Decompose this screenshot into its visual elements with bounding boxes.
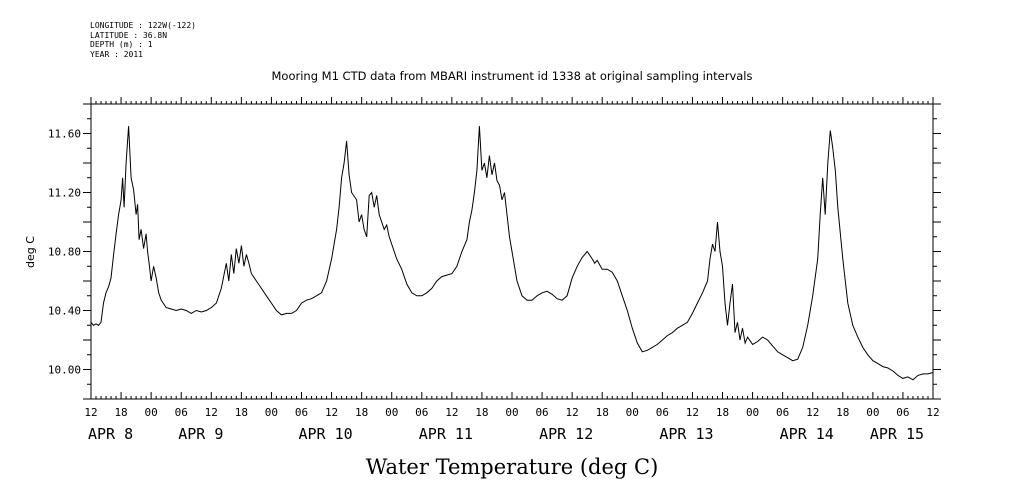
date-label: APR 11: [419, 425, 473, 443]
x-tick-label: 06: [656, 406, 669, 419]
depth-text: DEPTH (m) : 1: [90, 40, 153, 49]
y-tick-label: 11.20: [48, 187, 81, 200]
x-tick-label: 00: [385, 406, 398, 419]
date-label: APR 12: [539, 425, 593, 443]
y-tick-labels: 10.00 10.40 10.80 11.20 11.60: [48, 128, 81, 377]
x-tick-label: 00: [145, 406, 158, 419]
x-tick-label: 12: [205, 406, 218, 419]
longitude-text: LONGITUDE : 122W(-122): [90, 21, 196, 30]
date-label: APR 9: [178, 425, 223, 443]
x-tick-label: 00: [626, 406, 639, 419]
x-tick-label: 06: [896, 406, 909, 419]
metadata-block: LONGITUDE : 122W(-122) LATITUDE : 36.8N …: [90, 21, 196, 59]
y-tick-label: 11.60: [48, 128, 81, 141]
x-tick-label: 12: [566, 406, 579, 419]
x-tick-label: 18: [114, 406, 127, 419]
x-tick-label: 06: [175, 406, 188, 419]
x-tick-label: 12: [325, 406, 338, 419]
x-tick-label: 00: [866, 406, 879, 419]
x-tick-label: 18: [596, 406, 609, 419]
y-tick-label: 10.40: [48, 305, 81, 318]
temperature-line: [90, 126, 934, 381]
y-tick-label: 10.00: [48, 364, 81, 377]
x-tick-label: 18: [836, 406, 849, 419]
x-tick-label: 12: [686, 406, 699, 419]
y-tick-label: 10.80: [48, 246, 81, 259]
x-tick-label: 12: [806, 406, 819, 419]
date-label: APR 10: [299, 425, 353, 443]
latitude-text: LATITUDE : 36.8N: [90, 30, 168, 40]
chart-title: Mooring M1 CTD data from MBARI instrumen…: [272, 69, 753, 83]
x-tick-label: 06: [295, 406, 308, 419]
x-tick-label: 12: [926, 406, 939, 419]
x-tick-label: 12: [445, 406, 458, 419]
x-tick-label: 06: [776, 406, 789, 419]
date-labels: APR 8 APR 9 APR 10 APR 11 APR 12 APR 13 APR 14…: [88, 425, 924, 443]
x-tick-label: 18: [475, 406, 488, 419]
y-axis-label: deg C: [24, 236, 37, 268]
x-tick-label: 18: [235, 406, 248, 419]
date-label: APR 15: [870, 425, 924, 443]
tick-marks: [83, 97, 941, 400]
x-tick-label: 06: [535, 406, 548, 419]
x-tick-label: 06: [415, 406, 428, 419]
x-tick-label: 18: [716, 406, 729, 419]
x-tick-label: 00: [746, 406, 759, 419]
x-tick-labels: 12 18 00 06 12 18 00 06 12 18 00 06 12 18 00 06 12 18 00 06…: [84, 406, 939, 419]
year-text: YEAR : 2011: [90, 49, 143, 59]
x-tick-label: 00: [505, 406, 518, 419]
x-axis-label: Water Temperature (deg C): [366, 455, 659, 479]
date-label: APR 13: [659, 425, 713, 443]
date-label: APR 14: [780, 425, 834, 443]
x-tick-label: 00: [265, 406, 278, 419]
date-label: APR 8: [88, 425, 133, 443]
x-tick-label: 12: [84, 406, 97, 419]
x-tick-label: 18: [355, 406, 368, 419]
